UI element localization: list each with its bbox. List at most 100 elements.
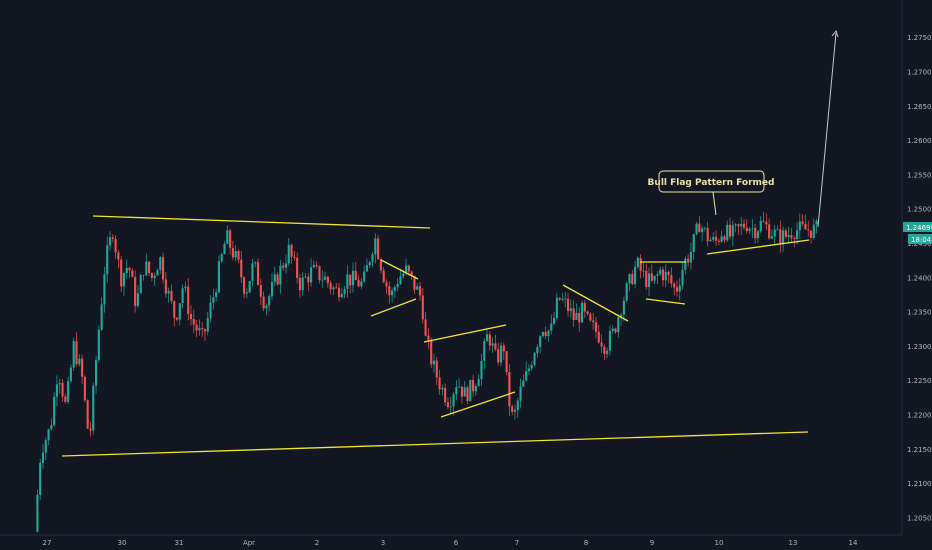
- price-tick-10: 1.22500: [907, 377, 932, 385]
- candle-body: [265, 305, 268, 309]
- candle-body: [268, 296, 271, 306]
- candle-body: [765, 221, 768, 225]
- candle-body: [83, 376, 86, 401]
- time-axis[interactable]: 27 30 31 Apr 2 3 6 7 8 9 10 13 14: [43, 539, 858, 547]
- candle-body: [793, 238, 796, 240]
- candle-body: [220, 254, 223, 262]
- candle-body: [162, 257, 165, 280]
- candle-body: [519, 386, 522, 401]
- candle-body: [748, 228, 751, 232]
- candle-body: [142, 275, 145, 276]
- price-tick-11: 1.22000: [907, 411, 932, 419]
- candle-body: [653, 275, 656, 281]
- price-axis[interactable]: 1.27500 1.27000 1.26500 1.26000 1.25500 1.250…: [907, 34, 932, 522]
- candle-body: [494, 343, 497, 350]
- trendline-9[interactable]: [706, 239, 810, 255]
- candle-body: [628, 274, 631, 284]
- price-tick-9: 1.23000: [907, 343, 932, 351]
- candle-body: [737, 224, 740, 227]
- candle-body: [340, 293, 343, 298]
- projection-arrow: [817, 32, 837, 228]
- candle-body: [812, 224, 815, 238]
- candle-body: [731, 225, 734, 237]
- candle-body: [463, 387, 466, 397]
- candle-body: [491, 343, 494, 346]
- candle-body: [564, 298, 567, 300]
- candle-body: [39, 462, 42, 496]
- candle-body: [410, 271, 413, 276]
- candle-body: [346, 274, 349, 289]
- candle-body: [544, 332, 547, 337]
- candle-body: [114, 238, 117, 253]
- candle-body: [329, 283, 332, 290]
- candle-body: [527, 368, 531, 372]
- price-tick-5: 1.25000: [907, 206, 932, 214]
- candle-body: [181, 288, 184, 304]
- candle-body: [678, 285, 681, 292]
- candle-body: [89, 428, 92, 431]
- candle-body: [485, 334, 489, 342]
- candle-body: [293, 256, 296, 258]
- candle-body: [661, 269, 665, 281]
- candle-body: [611, 328, 614, 331]
- candle-body: [75, 341, 78, 365]
- candle-body: [667, 271, 670, 276]
- candle-body: [276, 274, 279, 285]
- candle-body: [108, 237, 112, 246]
- candle-body: [770, 236, 773, 239]
- trendline-1[interactable]: [61, 431, 809, 457]
- candle-body: [583, 302, 586, 312]
- candle-body: [287, 244, 290, 264]
- candle-body: [315, 264, 318, 267]
- trendline-0[interactable]: [92, 215, 431, 229]
- candle-body: [78, 358, 81, 365]
- trendline-6[interactable]: [562, 284, 629, 322]
- candle-body: [555, 297, 558, 318]
- candle-body: [466, 387, 469, 402]
- candle-body: [245, 292, 248, 294]
- candle-body: [374, 238, 377, 255]
- trendline-3[interactable]: [370, 298, 417, 317]
- annotation-label: Bull Flag Pattern Formed: [648, 178, 775, 188]
- candle-body: [321, 279, 324, 281]
- candle-body: [698, 223, 701, 233]
- trendline-2[interactable]: [380, 259, 419, 280]
- candle-body: [136, 293, 140, 306]
- annotation-callout[interactable]: Bull Flag Pattern Formed: [648, 170, 775, 216]
- candle-body: [393, 287, 396, 291]
- candle-body: [86, 400, 89, 429]
- candle-body: [762, 220, 765, 222]
- candle-body: [175, 317, 179, 320]
- candle-body: [290, 244, 293, 257]
- trendline-4[interactable]: [423, 324, 507, 343]
- candle-body: [357, 280, 360, 287]
- countdown-label: 18:04: [911, 236, 932, 244]
- candle-body: [815, 220, 818, 225]
- candle-body: [103, 274, 106, 305]
- candle-body: [156, 270, 159, 276]
- candle-body: [541, 332, 544, 337]
- trendline-8[interactable]: [645, 298, 686, 305]
- candle-body: [488, 334, 491, 346]
- candle-body: [714, 236, 718, 241]
- price-tick-8: 1.23500: [907, 309, 932, 317]
- countdown-badge-bg: [908, 234, 932, 244]
- time-tick-3: Apr: [243, 539, 255, 547]
- time-tick-0: 27: [43, 539, 52, 547]
- trendline-5[interactable]: [440, 391, 516, 418]
- candle-body: [776, 229, 779, 231]
- candle-body: [379, 259, 382, 271]
- candle-body: [170, 290, 173, 302]
- time-tick-10: 10: [715, 539, 724, 547]
- candle-body: [432, 360, 436, 365]
- price-tick-1: 1.27000: [907, 69, 932, 77]
- candle-body: [148, 261, 151, 274]
- candle-body: [418, 286, 422, 296]
- candle-body: [692, 234, 695, 252]
- candle-body: [449, 406, 452, 408]
- candle-body: [234, 251, 237, 258]
- candle-body: [622, 300, 625, 315]
- candle-body: [659, 269, 662, 275]
